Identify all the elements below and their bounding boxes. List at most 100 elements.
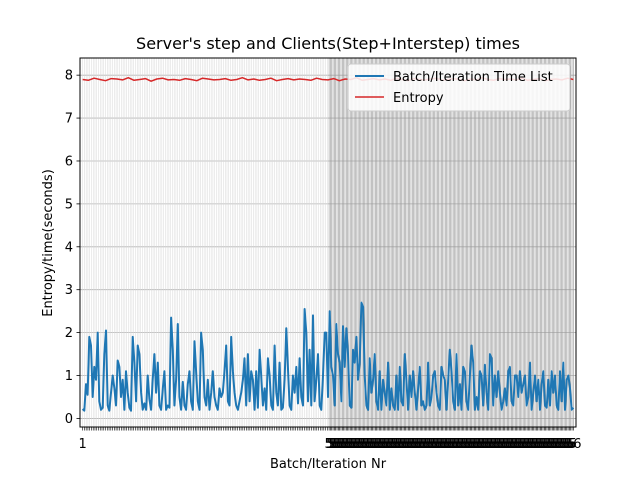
x-tick-label: 5 <box>503 437 511 452</box>
x-tick-label: 5 <box>454 437 462 452</box>
x-tick-label: 5 <box>523 437 531 452</box>
x-tick-label: 5 <box>422 437 430 452</box>
x-tick-label: 5 <box>459 437 467 452</box>
y-tick-label: 3 <box>65 283 73 298</box>
x-tick-label: 5 <box>445 437 453 452</box>
x-tick-label: 5 <box>497 437 505 452</box>
x-tick-label: 5 <box>384 437 392 452</box>
x-tick-label: 5 <box>338 437 346 452</box>
x-tick-label: 5 <box>471 437 479 452</box>
x-tick-label: 5 <box>470 437 478 452</box>
y-tick-label: 4 <box>65 240 73 255</box>
x-tick-label: 5 <box>569 437 577 452</box>
x-tick-label: 5 <box>326 437 334 452</box>
x-tick-label: 5 <box>468 437 476 452</box>
x-tick-label: 5 <box>388 437 396 452</box>
x-tick-label: 5 <box>561 437 569 452</box>
x-tick-label: 5 <box>363 437 371 452</box>
y-tick-label: 5 <box>65 197 73 212</box>
x-tick-label: 5 <box>354 437 362 452</box>
x-tick-label: 5 <box>412 437 420 452</box>
x-tick-label: 5 <box>553 437 561 452</box>
x-tick-label: 5 <box>332 437 340 452</box>
x-tick-label: 5 <box>364 437 372 452</box>
x-tick-label: 5 <box>482 437 490 452</box>
x-tick-label: 5 <box>451 437 459 452</box>
legend: Batch/Iteration Time List Entropy <box>347 63 571 112</box>
x-tick-label: 5 <box>409 437 417 452</box>
x-tick-label: 5 <box>487 437 495 452</box>
x-tick-label: 5 <box>396 437 404 452</box>
x-tick-label: 5 <box>490 437 498 452</box>
x-tick-label: 5 <box>410 437 418 452</box>
x-tick-label: 5 <box>377 437 385 452</box>
x-tick-label: 5 <box>336 437 344 452</box>
x-tick-label: 5 <box>472 437 480 452</box>
x-tick-label: 5 <box>398 437 406 452</box>
x-tick-label: 5 <box>475 437 483 452</box>
y-tick-label: 7 <box>65 112 73 127</box>
x-tick-label: 5 <box>439 437 447 452</box>
y-tick-label: 0 <box>65 412 73 427</box>
x-tick-label: 5 <box>420 437 428 452</box>
x-tick-label: 5 <box>499 437 507 452</box>
x-tick-label: 5 <box>525 437 533 452</box>
x-tick-label: 5 <box>379 437 387 452</box>
x-tick-label: 5 <box>557 437 565 452</box>
x-tick-label: 5 <box>429 437 437 452</box>
x-tick-label: 5 <box>355 437 363 452</box>
x-tick-label: 5 <box>516 437 524 452</box>
x-tick-label: 5 <box>509 437 517 452</box>
x-tick-label: 5 <box>433 437 441 452</box>
x-tick-label: 5 <box>426 437 434 452</box>
x-tick-label: 5 <box>371 437 379 452</box>
x-tick-label: 5 <box>328 437 336 452</box>
x-tick-label: 5 <box>373 437 381 452</box>
x-tick-label: 5 <box>359 437 367 452</box>
x-tick-label: 5 <box>340 437 348 452</box>
x-tick-label: 5 <box>563 437 571 452</box>
y-tick-label: 2 <box>65 326 73 341</box>
plot-frame <box>79 57 577 428</box>
x-tick-label: 5 <box>434 437 442 452</box>
x-tick-label: 5 <box>358 437 366 452</box>
x-tick-label: 5 <box>383 437 391 452</box>
x-tick-label: 5 <box>488 437 496 452</box>
x-tick-label: 5 <box>425 437 433 452</box>
x-tick-label: 5 <box>515 437 523 452</box>
y-tick-label: 6 <box>65 154 73 169</box>
y-axis: 0 1 2 3 4 5 6 7 8 <box>65 69 80 427</box>
x-tick-label: 5 <box>550 437 558 452</box>
x-tick-label: 5 <box>562 437 570 452</box>
x-tick-label: 5 <box>478 437 486 452</box>
chart-title: Server's step and Clients(Step+Interstep… <box>136 34 520 53</box>
x-tick-label: 5 <box>519 437 527 452</box>
x-tick-label: 5 <box>380 437 388 452</box>
x-tick-label: 5 <box>528 437 536 452</box>
x-tick-label: 5 <box>544 437 552 452</box>
x-tick-label: 5 <box>464 437 472 452</box>
x-tick-label: 5 <box>417 437 425 452</box>
x-tick-label: 5 <box>507 437 515 452</box>
x-tick-label: 5 <box>393 437 401 452</box>
x-tick-label: 5 <box>431 437 439 452</box>
x-tick-label: 5 <box>560 437 568 452</box>
x-tick-label: 5 <box>495 437 503 452</box>
x-tick-label: 5 <box>397 437 405 452</box>
x-tick-label: 5 <box>458 437 466 452</box>
x-tick-label: 5 <box>413 437 421 452</box>
x-tick-label: 5 <box>402 437 410 452</box>
x-tick-label: 5 <box>556 437 564 452</box>
x-tick-label: 5 <box>351 437 359 452</box>
x-tick-label: 5 <box>347 437 355 452</box>
x-tick-label: 5 <box>548 437 556 452</box>
x-tick-label: 5 <box>534 437 542 452</box>
x-tick-label: 5 <box>457 437 465 452</box>
x-tick-label: 5 <box>450 437 458 452</box>
x-tick-label: 5 <box>466 437 474 452</box>
x-tick-label: 5 <box>508 437 516 452</box>
x-tick-label: 5 <box>479 437 487 452</box>
x-tick-label: 5 <box>392 437 400 452</box>
x-tick-label: 5 <box>387 437 395 452</box>
x-tick-label: 5 <box>344 437 352 452</box>
